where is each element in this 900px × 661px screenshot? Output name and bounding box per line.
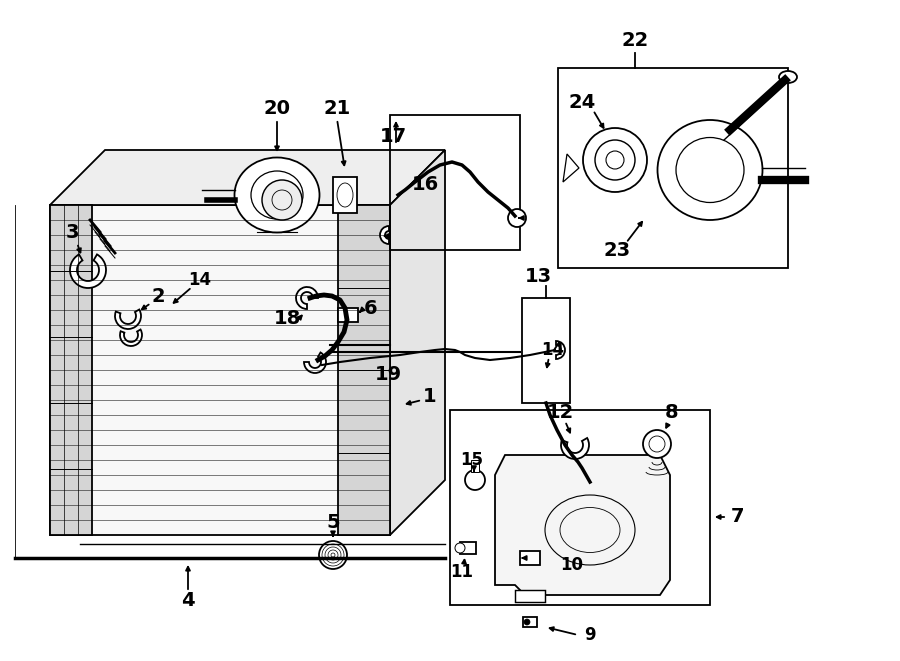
Circle shape bbox=[262, 180, 302, 220]
Circle shape bbox=[465, 470, 485, 490]
Text: 13: 13 bbox=[525, 266, 552, 286]
Polygon shape bbox=[50, 205, 390, 535]
Text: 16: 16 bbox=[411, 176, 438, 194]
Bar bbox=[558, 68, 788, 268]
Polygon shape bbox=[390, 150, 445, 535]
Text: 5: 5 bbox=[326, 514, 340, 533]
Bar bbox=[515, 590, 545, 602]
Text: 18: 18 bbox=[274, 309, 301, 327]
Bar bbox=[520, 551, 540, 565]
Bar bbox=[522, 298, 570, 403]
Text: 10: 10 bbox=[561, 556, 583, 574]
Text: 11: 11 bbox=[451, 563, 473, 581]
Text: 6: 6 bbox=[364, 299, 378, 319]
Text: 19: 19 bbox=[374, 366, 401, 385]
Circle shape bbox=[455, 543, 465, 553]
Polygon shape bbox=[50, 205, 92, 535]
Circle shape bbox=[508, 209, 526, 227]
Bar bbox=[338, 308, 358, 322]
Text: 2: 2 bbox=[151, 286, 165, 305]
Wedge shape bbox=[120, 329, 142, 346]
Wedge shape bbox=[581, 484, 599, 493]
Text: 20: 20 bbox=[264, 98, 291, 118]
Wedge shape bbox=[70, 254, 106, 288]
Text: 12: 12 bbox=[546, 403, 573, 422]
Wedge shape bbox=[115, 309, 141, 329]
Bar bbox=[471, 460, 479, 472]
Text: 14: 14 bbox=[542, 341, 564, 359]
Text: 3: 3 bbox=[65, 223, 79, 243]
Bar bbox=[390, 115, 520, 250]
Bar bbox=[523, 617, 537, 627]
Polygon shape bbox=[50, 150, 445, 205]
Text: 8: 8 bbox=[665, 403, 679, 422]
Text: 9: 9 bbox=[584, 626, 596, 644]
Text: 1: 1 bbox=[423, 387, 436, 407]
Bar bbox=[460, 542, 476, 554]
Bar bbox=[333, 177, 357, 213]
Text: 14: 14 bbox=[188, 271, 212, 289]
Polygon shape bbox=[495, 455, 670, 595]
Text: 4: 4 bbox=[181, 590, 194, 609]
Wedge shape bbox=[296, 287, 318, 309]
Text: 15: 15 bbox=[461, 451, 483, 469]
Wedge shape bbox=[561, 438, 589, 459]
Circle shape bbox=[524, 619, 530, 625]
Text: 7: 7 bbox=[731, 508, 745, 527]
Text: 17: 17 bbox=[380, 128, 407, 147]
Ellipse shape bbox=[779, 71, 797, 83]
Wedge shape bbox=[304, 352, 326, 373]
Text: 23: 23 bbox=[603, 241, 631, 260]
Ellipse shape bbox=[235, 157, 320, 233]
Circle shape bbox=[643, 430, 671, 458]
Text: 21: 21 bbox=[323, 98, 351, 118]
Polygon shape bbox=[338, 205, 390, 535]
Wedge shape bbox=[556, 341, 565, 359]
Circle shape bbox=[319, 541, 347, 569]
Circle shape bbox=[583, 128, 647, 192]
Polygon shape bbox=[563, 154, 579, 182]
Bar bbox=[450, 410, 710, 605]
Wedge shape bbox=[380, 226, 389, 244]
Text: 24: 24 bbox=[569, 93, 596, 112]
Text: 22: 22 bbox=[621, 30, 649, 50]
Ellipse shape bbox=[658, 120, 762, 220]
